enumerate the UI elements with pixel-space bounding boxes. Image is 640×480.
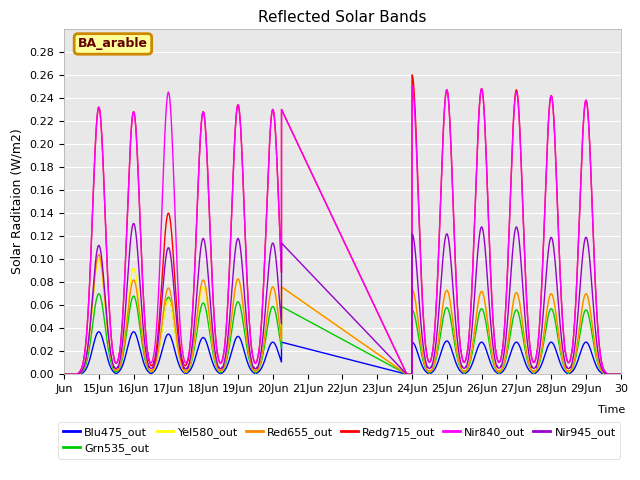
Nir840_out xyxy=(617,372,625,377)
Line: Grn535_out: Grn535_out xyxy=(64,294,621,374)
Grn535_out xyxy=(390,364,397,370)
Yel580_out xyxy=(60,372,68,377)
Grn535_out xyxy=(414,330,422,336)
Nir945_out xyxy=(503,328,511,334)
Red655_out xyxy=(60,372,68,377)
Nir945_out xyxy=(414,280,422,286)
Nir840_out xyxy=(60,372,68,377)
Grn535_out xyxy=(503,353,511,359)
Redg715_out xyxy=(390,343,397,349)
Red655_out xyxy=(473,309,481,315)
Yel580_out xyxy=(473,309,481,315)
Nir945_out xyxy=(473,261,481,267)
Red655_out xyxy=(88,305,96,311)
Red655_out xyxy=(414,316,422,322)
Red655_out xyxy=(262,326,269,332)
Line: Red655_out: Red655_out xyxy=(64,254,621,374)
Nir945_out xyxy=(88,300,96,306)
Nir945_out xyxy=(390,358,397,363)
Nir945_out xyxy=(60,372,68,377)
Grn535_out xyxy=(60,372,68,377)
Redg715_out xyxy=(473,157,481,163)
Grn535_out xyxy=(473,322,481,328)
Red655_out xyxy=(617,372,625,377)
Grn535_out xyxy=(95,291,102,297)
Redg715_out xyxy=(408,72,416,78)
Nir945_out xyxy=(617,372,625,377)
Nir840_out xyxy=(408,84,416,89)
Blu475_out xyxy=(88,348,96,354)
Grn535_out xyxy=(88,327,96,333)
Red655_out xyxy=(390,362,397,368)
Text: BA_arable: BA_arable xyxy=(78,37,148,50)
Nir840_out xyxy=(503,289,511,295)
Redg715_out xyxy=(60,372,68,377)
Line: Blu475_out: Blu475_out xyxy=(64,332,621,374)
Redg715_out xyxy=(88,224,96,229)
Line: Redg715_out: Redg715_out xyxy=(64,75,621,374)
Nir840_out xyxy=(262,235,269,241)
Nir840_out xyxy=(414,184,422,190)
Legend: Blu475_out, Grn535_out, Yel580_out, Red655_out, Redg715_out, Nir840_out, Nir945_: Blu475_out, Grn535_out, Yel580_out, Red6… xyxy=(58,422,620,459)
Redg715_out xyxy=(617,372,625,377)
Blu475_out xyxy=(60,372,68,377)
Red655_out xyxy=(95,252,102,257)
Yel580_out xyxy=(503,348,511,353)
Nir840_out xyxy=(390,343,397,349)
Blu475_out xyxy=(262,355,269,360)
Nir840_out xyxy=(88,224,96,229)
Line: Yel580_out: Yel580_out xyxy=(64,259,621,374)
Title: Reflected Solar Bands: Reflected Solar Bands xyxy=(258,10,427,25)
Blu475_out xyxy=(95,329,102,335)
Line: Nir945_out: Nir945_out xyxy=(64,224,621,374)
Blu475_out xyxy=(390,368,397,374)
Nir945_out xyxy=(130,221,138,227)
Blu475_out xyxy=(503,362,511,368)
Text: Time: Time xyxy=(598,405,625,415)
Nir945_out xyxy=(262,303,269,309)
Grn535_out xyxy=(262,336,269,342)
Red655_out xyxy=(503,348,511,353)
Yel580_out xyxy=(414,316,422,322)
Yel580_out xyxy=(88,308,96,313)
Grn535_out xyxy=(617,372,625,377)
Yel580_out xyxy=(262,326,269,332)
Redg715_out xyxy=(414,177,422,183)
Blu475_out xyxy=(473,348,481,353)
Nir840_out xyxy=(473,157,481,163)
Redg715_out xyxy=(262,235,269,241)
Blu475_out xyxy=(414,350,422,356)
Redg715_out xyxy=(503,288,511,294)
Yel580_out xyxy=(617,372,625,377)
Y-axis label: Solar Raditaion (W/m2): Solar Raditaion (W/m2) xyxy=(11,129,24,275)
Line: Nir840_out: Nir840_out xyxy=(64,86,621,374)
Blu475_out xyxy=(617,372,625,377)
Yel580_out xyxy=(390,362,397,368)
Yel580_out xyxy=(95,256,102,262)
